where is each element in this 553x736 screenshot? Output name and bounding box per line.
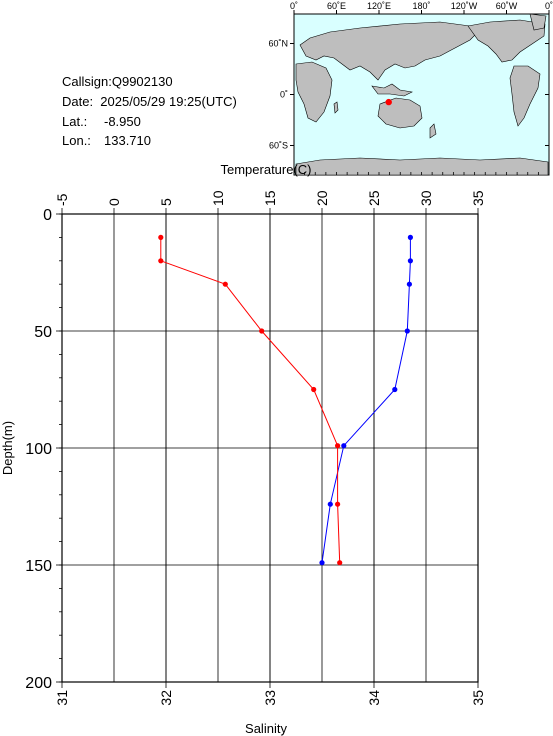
salinity-tick-label: 33 <box>262 690 278 706</box>
salinity-point <box>335 443 340 448</box>
map-lon-label: 0˚ <box>545 1 553 11</box>
depth-tick-label: 200 <box>25 675 52 692</box>
map-lat-label: 60˚N <box>268 39 288 49</box>
map-lon-label: 180˚ <box>412 1 430 11</box>
map-lon-label: 0˚ <box>290 1 298 11</box>
temperature-tick-label: -5 <box>54 193 70 206</box>
temperature-point <box>319 560 324 565</box>
map-lat-label: 0˚ <box>280 90 288 100</box>
salinity-point <box>259 328 264 333</box>
temperature-point <box>407 282 412 287</box>
depth-tick-label: 50 <box>34 324 52 341</box>
temperature-tick-label: 30 <box>418 190 434 206</box>
temperature-tick-label: 20 <box>314 190 330 206</box>
salinity-tick-label: 31 <box>54 690 70 706</box>
temperature-tick-label: 10 <box>210 190 226 206</box>
temperature-point <box>408 258 413 263</box>
temperature-tick-label: 0 <box>106 198 122 206</box>
depth-tick-label: 0 <box>43 207 52 224</box>
map-lon-label: 120˚E <box>367 1 391 11</box>
map-lon-label: 60˚W <box>496 1 518 11</box>
temperature-point <box>405 328 410 333</box>
temperature-point <box>408 235 413 240</box>
data-series <box>158 235 413 566</box>
salinity-line <box>161 237 340 562</box>
salinity-tick-label: 34 <box>366 690 382 706</box>
temperature-line <box>322 237 410 562</box>
chart-grid <box>56 208 478 688</box>
salinity-tick-label: 32 <box>158 690 174 706</box>
temperature-tick-label: 15 <box>262 190 278 206</box>
salinity-point <box>337 560 342 565</box>
salinity-point <box>335 502 340 507</box>
depth-tick-label: 150 <box>25 558 52 575</box>
depth-axis-title: Depth(m) <box>0 421 15 475</box>
depth-minor-ticks <box>59 214 62 682</box>
temperature-tick-label: 25 <box>366 190 382 206</box>
salinity-point <box>223 282 228 287</box>
salinity-point <box>158 235 163 240</box>
station-marker <box>386 99 392 105</box>
depth-tick-label: 100 <box>25 441 52 458</box>
map-lat-label: 60˚S <box>269 140 288 150</box>
temperature-point <box>392 387 397 392</box>
map-lon-label: 120˚W <box>451 1 478 11</box>
salinity-point <box>158 258 163 263</box>
salinity-point <box>311 387 316 392</box>
map-lon-label: 60˚E <box>327 1 346 11</box>
temperature-point <box>341 443 346 448</box>
bottom-axis-title: Salinity <box>245 721 287 736</box>
temperature-point <box>328 502 333 507</box>
temperature-tick-label: 35 <box>470 190 486 206</box>
salinity-tick-label: 35 <box>470 690 486 706</box>
world-map-inset: 0˚ 60˚E 120˚E 180˚ 120˚W 60˚W 0˚ 60˚N 0˚ 60˚S <box>268 1 553 175</box>
top-axis-title: Temperature(C) <box>220 162 311 177</box>
temperature-tick-label: 5 <box>158 198 174 206</box>
